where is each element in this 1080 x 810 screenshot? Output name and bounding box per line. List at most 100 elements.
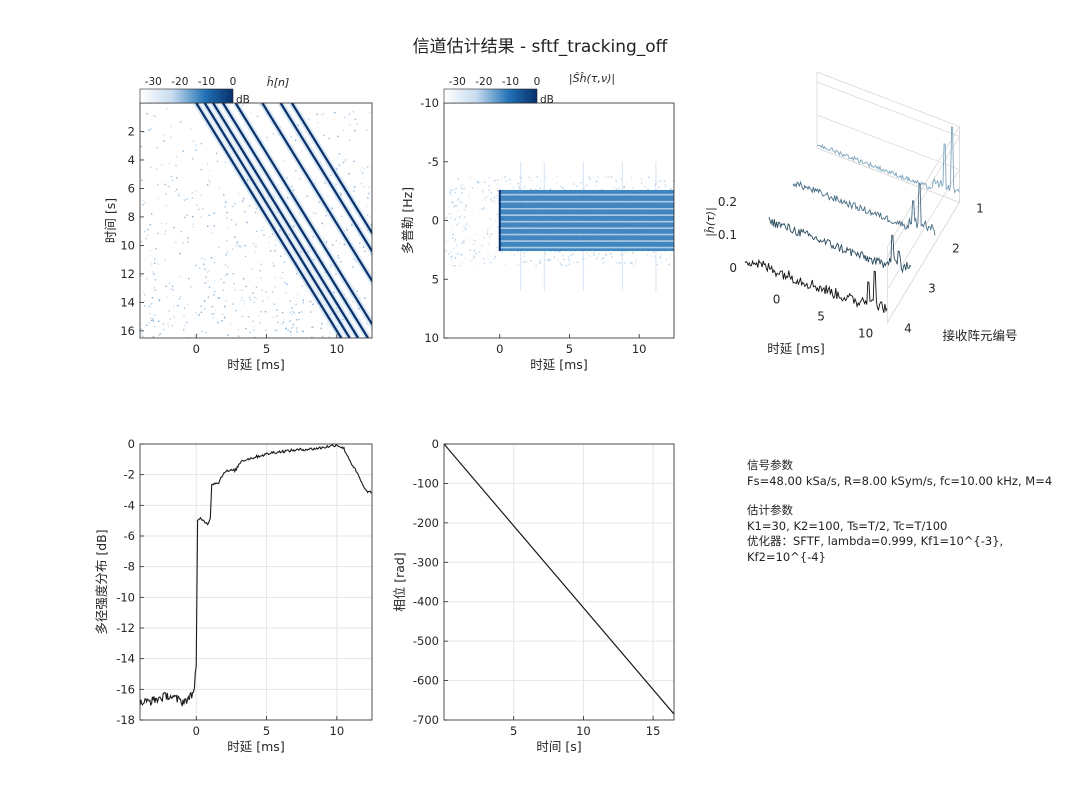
element-profile xyxy=(792,180,936,236)
noise-speck xyxy=(618,187,620,189)
y-tick-label: -300 xyxy=(413,555,439,569)
y-tick-label: 12 xyxy=(120,267,135,281)
noise-speck xyxy=(274,276,276,279)
noise-speck xyxy=(528,176,530,179)
noise-speck xyxy=(487,232,489,235)
noise-speck xyxy=(356,290,358,292)
noise-speck xyxy=(215,309,217,311)
noise-speck xyxy=(284,281,286,284)
noise-speck xyxy=(254,251,256,253)
noise-speck xyxy=(253,325,255,328)
noise-speck xyxy=(257,315,260,317)
noise-speck xyxy=(315,177,317,180)
noise-speck xyxy=(253,337,255,338)
noise-speck xyxy=(508,178,511,181)
noise-speck xyxy=(282,319,285,321)
noise-speck xyxy=(251,111,253,113)
noise-speck xyxy=(464,226,466,228)
noise-speck xyxy=(646,254,649,256)
noise-speck xyxy=(279,255,282,257)
noise-speck xyxy=(471,210,473,212)
noise-speck xyxy=(165,193,167,195)
noise-speck xyxy=(585,264,587,266)
noise-speck xyxy=(449,192,451,195)
noise-speck xyxy=(451,265,454,267)
noise-speck xyxy=(242,124,245,127)
noise-speck xyxy=(198,314,200,316)
noise-speck xyxy=(183,315,185,318)
y-tick-label: -16 xyxy=(116,682,135,696)
noise-speck xyxy=(168,162,171,165)
noise-speck xyxy=(338,164,341,166)
noise-speck xyxy=(195,190,197,192)
noise-speck xyxy=(222,313,224,316)
colorbar-tick-label: 0 xyxy=(534,76,541,88)
est-params-title: 估计参数 xyxy=(747,503,793,517)
noise-speck xyxy=(154,279,157,281)
noise-speck xyxy=(325,214,327,217)
noise-speck xyxy=(183,328,185,331)
noise-speck xyxy=(310,311,312,313)
noise-speck xyxy=(235,223,238,225)
noise-speck xyxy=(568,258,570,261)
noise-speck xyxy=(201,257,203,260)
noise-speck xyxy=(454,257,457,259)
noise-speck xyxy=(348,313,350,315)
noise-speck xyxy=(563,258,565,261)
noise-speck xyxy=(558,250,561,253)
noise-speck xyxy=(213,261,216,264)
noise-speck xyxy=(523,255,526,258)
noise-speck xyxy=(478,181,480,184)
noise-speck xyxy=(224,305,227,308)
noise-speck xyxy=(149,166,152,168)
noise-speck xyxy=(276,309,278,311)
noise-speck xyxy=(293,311,295,314)
noise-speck xyxy=(153,262,156,264)
y-tick-label: -700 xyxy=(413,713,439,727)
noise-speck xyxy=(232,205,234,208)
noise-speck xyxy=(325,241,328,243)
y-axis-label: 时间 [s] xyxy=(103,198,118,243)
noise-speck xyxy=(272,262,274,264)
noise-speck xyxy=(246,178,249,181)
noise-speck xyxy=(445,250,447,252)
noise-speck xyxy=(296,327,298,329)
noise-speck xyxy=(493,201,495,204)
noise-speck xyxy=(465,223,468,225)
per-element-3d-axes: 1 2 3 4 0 5 10 0 0.1 0.2 时延 [ms] 接收阵元编号 |ĥ(τ)| xyxy=(704,71,1018,356)
noise-speck xyxy=(311,326,313,329)
noise-speck xyxy=(485,196,488,198)
noise-speck xyxy=(450,217,452,219)
noise-speck xyxy=(335,273,337,275)
noise-speck xyxy=(293,225,295,228)
noise-speck xyxy=(334,111,336,114)
noise-speck xyxy=(337,135,339,138)
noise-speck xyxy=(473,257,476,259)
noise-speck xyxy=(323,226,326,228)
noise-speck xyxy=(296,331,298,333)
noise-speck xyxy=(597,176,599,178)
noise-speck xyxy=(292,310,294,312)
noise-speck xyxy=(265,329,267,331)
noise-speck xyxy=(492,223,494,226)
noise-speck xyxy=(520,260,523,263)
noise-speck xyxy=(496,179,498,182)
noise-speck xyxy=(585,185,587,188)
noise-speck xyxy=(450,194,453,196)
noise-speck xyxy=(454,240,456,242)
noise-speck xyxy=(198,208,200,211)
noise-speck xyxy=(212,316,215,319)
noise-speck xyxy=(565,264,567,267)
noise-speck xyxy=(244,244,246,247)
noise-speck xyxy=(572,182,575,184)
noise-speck xyxy=(468,195,470,198)
noise-speck xyxy=(177,304,180,307)
noise-speck xyxy=(580,182,582,184)
noise-speck xyxy=(243,197,245,200)
z-axis-label: |ĥ(τ)| xyxy=(704,207,717,237)
noise-speck xyxy=(326,323,329,325)
element-profile xyxy=(744,258,888,313)
noise-speck xyxy=(448,221,450,223)
noise-speck xyxy=(308,118,310,120)
